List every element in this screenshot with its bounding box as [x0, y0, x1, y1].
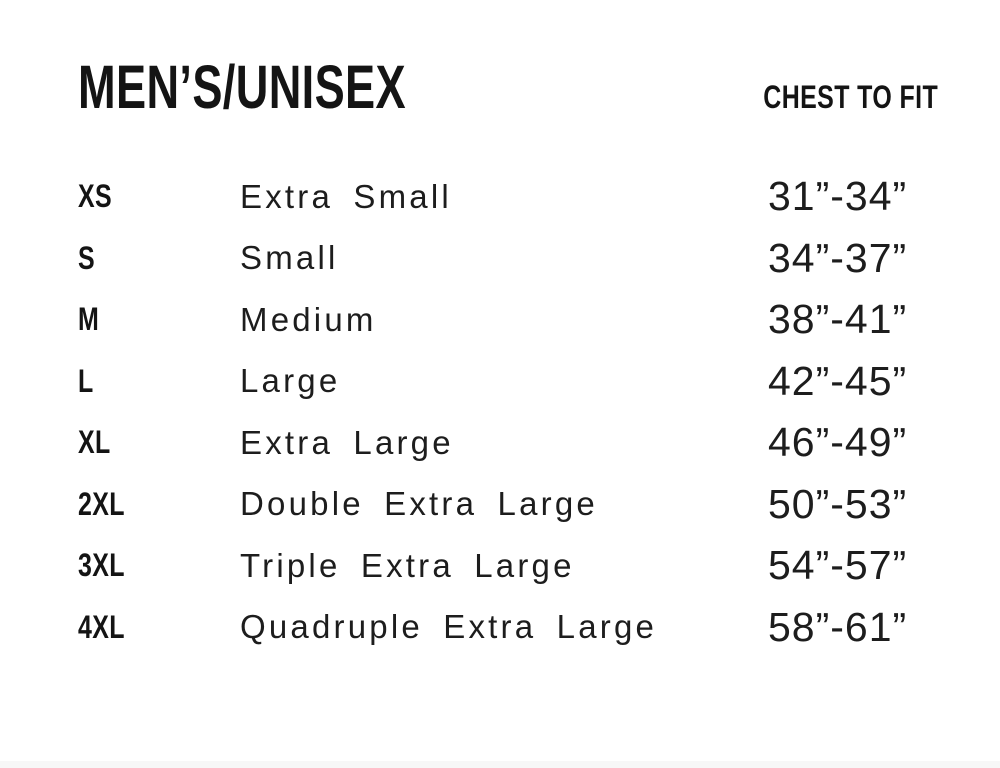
- size-row: L Large 42”-45”: [0, 351, 1000, 413]
- size-code: L: [78, 362, 94, 399]
- size-chart-sheet: MEN’S/UNISEX CHEST TO FIT XS Extra Small…: [0, 57, 1000, 768]
- size-code: XS: [78, 178, 113, 215]
- chest-range: 42”-45”: [768, 357, 908, 404]
- chest-range: 46”-49”: [768, 419, 908, 466]
- size-code: M: [78, 301, 100, 338]
- chest-range: 34”-37”: [768, 234, 908, 281]
- size-row: XS Extra Small 31”-34”: [0, 166, 1000, 228]
- size-code: 3XL: [78, 547, 125, 584]
- size-row: 3XL Triple Extra Large 54”-57”: [0, 535, 1000, 597]
- chest-range: 38”-41”: [768, 296, 908, 343]
- size-name: Quadruple Extra Large: [240, 608, 658, 646]
- size-name: Medium: [240, 300, 377, 338]
- size-rows: XS Extra Small 31”-34” S Small 34”-37” M…: [0, 166, 1000, 658]
- bottom-edge-strip: [0, 761, 1000, 768]
- size-name: Extra Small: [240, 177, 452, 215]
- size-row: M Medium 38”-41”: [0, 289, 1000, 351]
- chest-to-fit-header: CHEST TO FIT: [763, 79, 938, 115]
- chart-header: MEN’S/UNISEX CHEST TO FIT: [0, 57, 1000, 118]
- size-name: Small: [240, 239, 339, 277]
- size-code: 4XL: [78, 608, 125, 645]
- size-code: XL: [78, 424, 111, 461]
- size-name: Large: [240, 362, 341, 400]
- size-code: S: [78, 239, 96, 276]
- chest-range: 50”-53”: [768, 480, 908, 527]
- size-name: Double Extra Large: [240, 485, 598, 523]
- size-name: Triple Extra Large: [240, 546, 575, 584]
- size-row: S Small 34”-37”: [0, 228, 1000, 290]
- size-row: 4XL Quadruple Extra Large 58”-61”: [0, 597, 1000, 659]
- page-title: MEN’S/UNISEX: [78, 53, 407, 121]
- chest-range: 31”-34”: [768, 173, 908, 220]
- size-code: 2XL: [78, 485, 125, 522]
- chest-range: 54”-57”: [768, 542, 908, 589]
- chest-range: 58”-61”: [768, 603, 908, 650]
- size-row: XL Extra Large 46”-49”: [0, 412, 1000, 474]
- size-name: Extra Large: [240, 423, 454, 461]
- size-row: 2XL Double Extra Large 50”-53”: [0, 474, 1000, 536]
